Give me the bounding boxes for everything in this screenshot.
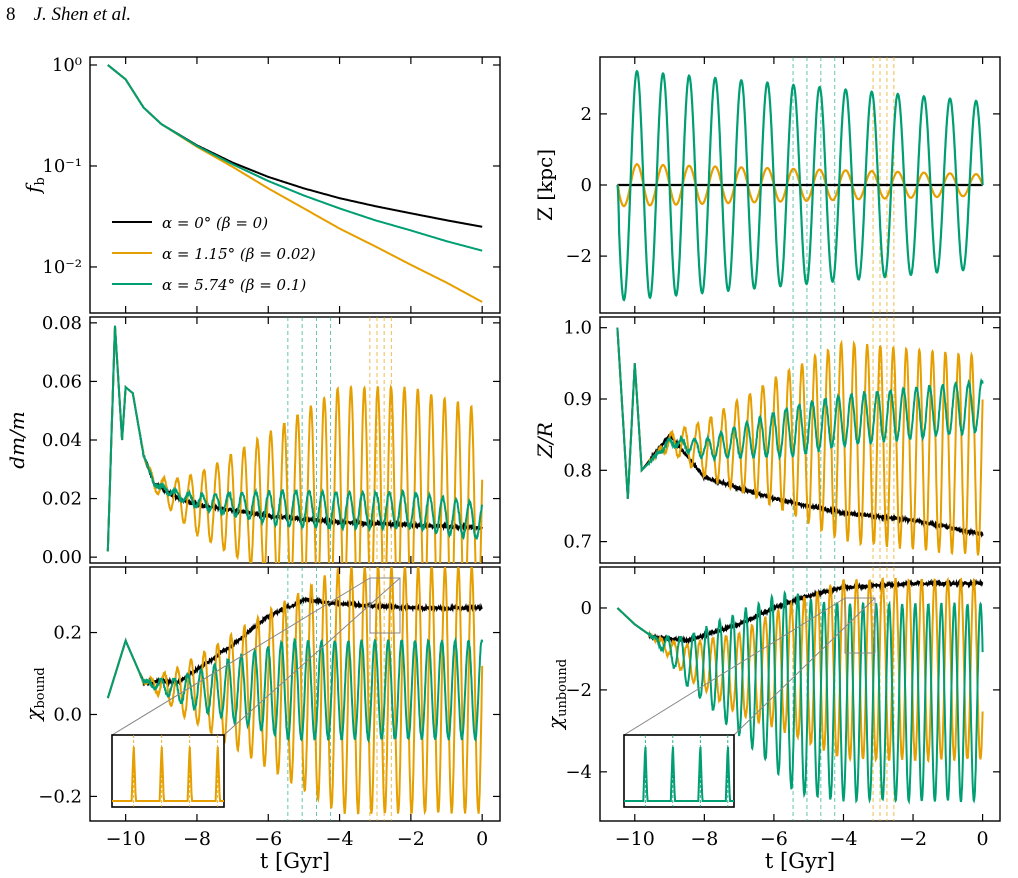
- panel-cu-frame: [599, 566, 1001, 822]
- xlabel-right: t [Gyr]: [765, 849, 835, 873]
- series-zr-s2: [616, 327, 984, 499]
- legend-label-1: α = 1.15° (β = 0.02): [162, 245, 316, 263]
- series-z-s2: [616, 69, 984, 302]
- xtick-label-cb-2: −6: [254, 828, 282, 850]
- ytick-label-fb-2: 10⁻²: [42, 257, 82, 278]
- ytick-label-z-0: 2: [581, 104, 592, 125]
- panel-z-ticks: 2 0 −2: [565, 57, 1000, 313]
- legend: α = 0° (β = 0) α = 1.15° (β = 0.02) α = …: [112, 214, 316, 294]
- page-number: 8: [6, 4, 16, 25]
- xtick-label-cu-5: 0: [977, 828, 989, 850]
- ytick-label-fb-1: 10⁻¹: [42, 156, 82, 177]
- ytick-label-dm-2: 0.04: [42, 430, 82, 451]
- inset-bound-zoom-box: [369, 577, 401, 634]
- ytick-label-dm-4: 0.00: [42, 547, 82, 568]
- inset-unbound-zoom-box: [844, 597, 876, 654]
- ylabel-z: Z [kpc]: [533, 149, 557, 221]
- xtick-label-cu-0: −10: [615, 828, 655, 850]
- xtick-label-cb-1: −8: [183, 828, 211, 850]
- ytick-label-dm-3: 0.02: [42, 489, 82, 510]
- ytick-label-fb-0: 10⁰: [52, 55, 82, 76]
- inset-unbound-bg: [623, 734, 735, 808]
- inset-unbound-plot: [624, 735, 734, 807]
- ytick-label-zr-0: 1.0: [563, 318, 592, 339]
- ytick-label-z-2: −2: [565, 246, 592, 267]
- panel-cb: −10 −8 −6 −4 −2 0 0.2 0.0 −0.2: [38, 566, 501, 850]
- inset-bound: [111, 577, 401, 808]
- ytick-label-cu-1: −2: [565, 680, 592, 701]
- ylabel-dm: dm/m: [5, 411, 29, 468]
- ytick-label-zr-1: 0.9: [563, 389, 592, 410]
- legend-label-2: α = 5.74° (β = 0.1): [162, 276, 306, 294]
- series-cu-s1: [616, 576, 984, 764]
- xtick-label-cb-5: 0: [476, 828, 488, 850]
- xtick-label-cb-0: −10: [106, 828, 146, 850]
- series-dm-s1: [106, 325, 484, 563]
- legend-label-0: α = 0° (β = 0): [162, 214, 268, 232]
- panel-cu-ticks: −10 −8 −6 −4 −2 0 0 −2 −4: [565, 567, 1000, 850]
- inset-bound-plot: [112, 735, 224, 807]
- panel-fb-frame: [89, 56, 501, 314]
- ytick-label-zr-3: 0.7: [563, 532, 592, 553]
- panel-zr-frame: [599, 316, 1001, 564]
- xlabel-left: t [Gyr]: [260, 849, 330, 873]
- series-fb-s2: [107, 64, 483, 252]
- ytick-label-cb-1: 0.0: [53, 704, 82, 725]
- series-dm-s2: [106, 325, 484, 552]
- panel-zr-ticks: 1.0 0.9 0.8 0.7: [563, 317, 1000, 563]
- xtick-label-cu-4: −2: [899, 828, 927, 850]
- xtick-label-cu-1: −8: [690, 828, 718, 850]
- panel-dm: 0.08 0.06 0.04 0.02 0.00: [42, 313, 501, 568]
- panel-cu: −10 −8 −6 −4 −2 0 0 −2 −4: [565, 566, 1001, 850]
- ytick-label-dm-0: 0.08: [42, 313, 82, 334]
- authors: J. Shen et al.: [33, 4, 132, 25]
- xtick-label-cb-4: −2: [397, 828, 425, 850]
- xtick-label-cu-3: −4: [829, 828, 857, 850]
- ytick-label-cu-2: −4: [565, 762, 592, 783]
- ytick-label-cb-0: 0.2: [53, 623, 82, 644]
- inset-bound-connector-2: [223, 577, 401, 736]
- ytick-label-cu-0: 0: [581, 598, 592, 619]
- ytick-label-dm-1: 0.06: [42, 371, 82, 392]
- series-cb-s2: [106, 636, 484, 744]
- panel-zr-plot: [616, 317, 984, 563]
- panel-zr: 1.0 0.9 0.8 0.7: [563, 316, 1001, 564]
- panel-dm-plot: [106, 317, 484, 563]
- panel-z: 2 0 −2: [565, 56, 1001, 314]
- ylabel-cb: χbound: [21, 667, 48, 722]
- inset-bound-bg: [111, 734, 225, 808]
- inset-bound-series: [112, 746, 224, 802]
- panel-z-plot: [616, 57, 984, 313]
- panel-fb: 10⁰ 10⁻¹ 10⁻² α = 0° (β = 0) α = 1.15° (β …: [42, 55, 501, 314]
- page-header: 8 J. Shen et al.: [6, 3, 131, 26]
- panel-cb-ticks: −10 −8 −6 −4 −2 0 0.2 0.0 −0.2: [38, 567, 500, 850]
- ytick-label-cb-2: −0.2: [38, 786, 82, 807]
- series-fb-s1: [107, 64, 483, 303]
- ytick-label-zr-2: 0.8: [563, 460, 592, 481]
- ylabel-cu: χunbound: [543, 659, 570, 731]
- inset-unbound-connector-1: [623, 597, 846, 736]
- series-cu-s2: [616, 590, 984, 805]
- xtick-label-cb-3: −4: [326, 828, 354, 850]
- ytick-label-z-1: 0: [581, 175, 592, 196]
- panel-cu-plot: [616, 567, 984, 821]
- inset-unbound: [623, 597, 876, 808]
- panel-cb-frame: [89, 566, 501, 822]
- panel-fb-ticks: 10⁰ 10⁻¹ 10⁻²: [42, 55, 500, 313]
- ylabel-zr: Z/R: [533, 422, 557, 459]
- inset-bound-connector-1: [111, 577, 371, 736]
- panel-dm-ticks: 0.08 0.06 0.04 0.02 0.00: [42, 313, 500, 568]
- ylabel-fb: fb: [21, 177, 48, 195]
- inset-unbound-series: [624, 746, 734, 802]
- series-zr-s1: [616, 327, 984, 556]
- inset-unbound-connector-2: [733, 597, 876, 736]
- xtick-label-cu-2: −6: [760, 828, 788, 850]
- panel-fb-plot: [107, 64, 483, 303]
